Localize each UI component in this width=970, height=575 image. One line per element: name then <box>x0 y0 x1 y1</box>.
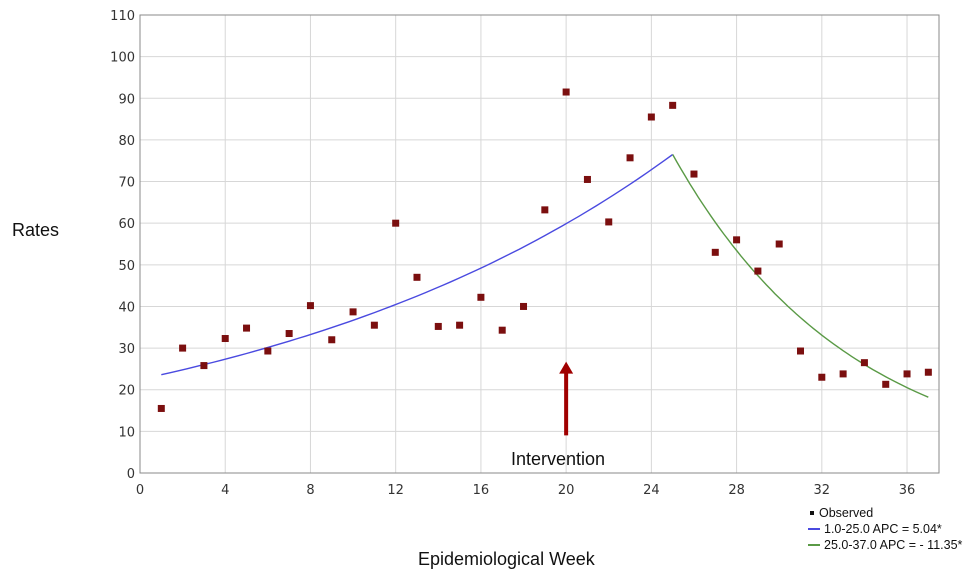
x-tick-label: 4 <box>221 483 229 498</box>
y-tick-label: 80 <box>118 134 135 149</box>
y-tick-label: 40 <box>118 300 135 315</box>
observed-point <box>349 308 357 316</box>
legend-label: 25.0-37.0 APC = - 11.35* <box>824 538 963 552</box>
observed-point <box>647 113 655 121</box>
legend-item-segment-1: 1.0-25.0 APC = 5.04* <box>808 521 968 537</box>
legend-line <box>808 528 820 530</box>
legend-item-segment-2: 25.0-37.0 APC = - 11.35* <box>808 537 968 553</box>
y-tick-label: 50 <box>118 259 135 274</box>
observed-point <box>690 170 698 178</box>
observed-point <box>924 368 932 376</box>
observed-point <box>179 344 187 352</box>
observed-point <box>626 154 634 162</box>
x-tick-label: 0 <box>136 483 144 498</box>
y-tick-label: 0 <box>127 467 135 482</box>
legend-item-observed: Observed <box>808 505 968 521</box>
observed-point <box>157 404 165 412</box>
x-tick-label: 36 <box>899 483 916 498</box>
fit-line <box>161 153 674 376</box>
arrow-head <box>559 361 574 374</box>
x-axis: 0 4 8 12 16 20 24 28 32 36 <box>136 483 915 498</box>
x-tick-label: 20 <box>558 483 575 498</box>
observed-point <box>434 322 442 330</box>
y-tick-label: 70 <box>118 176 135 191</box>
observed-point <box>839 370 847 378</box>
y-tick-label: 60 <box>118 217 135 232</box>
observed-point <box>392 219 400 227</box>
y-axis-label: Rates <box>12 220 60 240</box>
observed-point <box>903 370 911 378</box>
x-tick-label: 12 <box>387 483 404 498</box>
x-tick-label: 24 <box>643 483 660 498</box>
gridlines <box>139 14 939 474</box>
trend-lines <box>161 153 929 398</box>
y-tick-label: 20 <box>118 384 135 399</box>
observed-point <box>754 267 762 275</box>
fit-line <box>672 154 929 398</box>
observed-point <box>328 336 336 344</box>
legend-marker <box>810 511 814 515</box>
legend-label: Observed <box>819 506 874 520</box>
observed-point <box>413 273 421 281</box>
x-axis-label: Epidemiological Week <box>418 549 595 569</box>
x-tick-label: 8 <box>306 483 314 498</box>
observed-point <box>306 302 314 310</box>
observed-point <box>797 347 805 355</box>
y-tick-label: 10 <box>118 425 135 440</box>
observed-point <box>775 240 783 248</box>
observed-point <box>605 218 613 226</box>
observed-point <box>498 326 506 334</box>
legend: Observed 1.0-25.0 APC = 5.04* 25.0-37.0 … <box>808 505 968 553</box>
observed-point <box>860 359 868 367</box>
observed-points <box>157 88 932 412</box>
observed-point <box>221 335 229 343</box>
x-tick-label: 28 <box>728 483 745 498</box>
observed-point <box>669 101 677 109</box>
x-tick-label: 16 <box>473 483 490 498</box>
observed-point <box>456 321 464 329</box>
observed-point <box>285 330 293 338</box>
observed-point <box>243 324 251 332</box>
observed-point <box>264 347 272 355</box>
observed-point <box>200 362 208 370</box>
y-tick-label: 110 <box>110 9 135 24</box>
observed-point <box>711 248 719 256</box>
observed-point <box>520 302 528 310</box>
observed-point <box>818 373 826 381</box>
observed-point <box>477 293 485 301</box>
legend-label: 1.0-25.0 APC = 5.04* <box>824 522 942 536</box>
observed-point <box>541 206 549 214</box>
y-tick-label: 90 <box>118 92 135 107</box>
y-axis: 0 10 20 30 40 50 60 70 80 90 100 110 <box>110 9 135 482</box>
observed-point <box>583 175 591 183</box>
y-tick-label: 30 <box>118 342 135 357</box>
observed-point <box>562 88 570 96</box>
observed-point <box>733 236 741 244</box>
legend-line <box>808 544 820 546</box>
x-tick-label: 32 <box>814 483 831 498</box>
plot-area <box>139 14 940 474</box>
y-tick-label: 100 <box>110 51 135 66</box>
intervention-arrow <box>559 361 574 436</box>
intervention-label: Intervention <box>511 449 606 469</box>
observed-point <box>882 380 890 388</box>
observed-point <box>370 321 378 329</box>
